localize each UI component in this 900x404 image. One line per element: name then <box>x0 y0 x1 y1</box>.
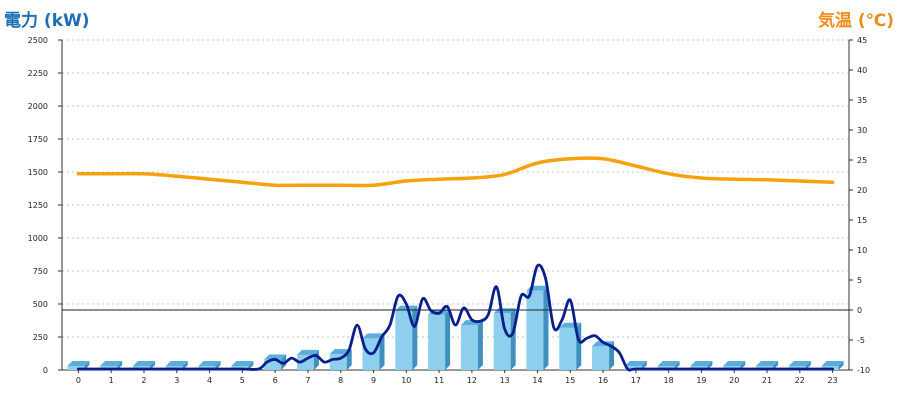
right-axis-title: 気温 (℃) <box>817 11 894 31</box>
left-tick-label: 250 <box>33 333 48 342</box>
power-line <box>76 263 835 372</box>
bar-top <box>723 361 746 366</box>
right-tick-label: 10 <box>857 246 867 255</box>
left-axis-title: 電力 (kW) <box>4 11 90 31</box>
x-tick-label: 9 <box>371 376 376 385</box>
bar-side <box>379 333 385 370</box>
x-tick-label: 1 <box>109 376 114 385</box>
right-tick-label: 30 <box>857 126 867 135</box>
x-tick-label: 17 <box>631 376 641 385</box>
right-tick-label: 45 <box>857 36 867 45</box>
x-tick-label: 6 <box>273 376 278 385</box>
x-tick-label: 8 <box>338 376 343 385</box>
right-tick-label: 5 <box>857 276 862 285</box>
bar-top <box>362 333 385 339</box>
x-tick-label: 20 <box>729 376 739 385</box>
x-tick-label: 12 <box>467 376 477 385</box>
right-tick-label: -10 <box>857 366 870 375</box>
x-tick-label: 22 <box>795 376 805 385</box>
bar-top <box>395 305 418 311</box>
x-tick-label: 3 <box>174 376 179 385</box>
left-tick-label: 2500 <box>28 36 48 45</box>
bar <box>395 310 413 370</box>
bar-top <box>198 361 221 366</box>
x-tick-label: 5 <box>240 376 245 385</box>
x-tick-label: 15 <box>565 376 575 385</box>
bar-top <box>657 361 680 366</box>
bar-side <box>838 361 844 370</box>
x-tick-label: 0 <box>76 376 81 385</box>
right-tick-label: -5 <box>857 336 865 345</box>
right-tick-label: 35 <box>857 96 867 105</box>
x-tick-label: 4 <box>207 376 212 385</box>
temperature-line <box>76 156 835 188</box>
left-tick-label: 1250 <box>28 201 48 210</box>
bar-side <box>510 308 516 370</box>
x-tick-label: 18 <box>664 376 674 385</box>
x-tick-label: 13 <box>500 376 510 385</box>
right-tick-label: 25 <box>857 156 867 165</box>
bar-top <box>264 354 287 360</box>
bar-side <box>412 305 418 370</box>
left-tick-label: 500 <box>33 300 48 309</box>
bar-side <box>445 309 451 370</box>
bar-top <box>756 361 779 366</box>
bar-top <box>100 361 123 366</box>
right-tick-label: 20 <box>857 186 867 195</box>
bar-side <box>346 349 352 370</box>
bar-side <box>543 285 549 370</box>
bar <box>592 346 610 370</box>
bar-side <box>477 320 483 370</box>
bar <box>460 325 478 370</box>
x-tick-label: 2 <box>141 376 146 385</box>
left-tick-label: 2250 <box>28 69 48 78</box>
left-tick-label: 750 <box>33 267 48 276</box>
left-tick-label: 2000 <box>28 102 48 111</box>
x-tick-label: 10 <box>401 376 411 385</box>
left-tick-label: 1750 <box>28 135 48 144</box>
x-tick-label: 14 <box>532 376 542 385</box>
x-tick-label: 11 <box>434 376 444 385</box>
bar-top <box>165 361 188 366</box>
right-tick-label: 15 <box>857 216 867 225</box>
x-tick-label: 23 <box>828 376 838 385</box>
bar <box>428 314 446 370</box>
left-tick-label: 1500 <box>28 168 48 177</box>
bar <box>526 290 544 370</box>
bar-top <box>624 361 647 366</box>
x-tick-label: 19 <box>696 376 706 385</box>
right-tick-label: 40 <box>857 66 867 75</box>
bar-top <box>821 361 844 366</box>
bar-top <box>296 349 319 355</box>
bar-top <box>690 361 713 366</box>
left-tick-label: 0 <box>43 366 48 375</box>
bar-top <box>67 361 90 366</box>
bar <box>67 366 85 370</box>
x-tick-label: 16 <box>598 376 608 385</box>
right-tick-label: 0 <box>857 306 862 315</box>
bar-top <box>788 361 811 366</box>
bar <box>493 313 511 370</box>
bar <box>264 359 282 370</box>
x-tick-label: 21 <box>762 376 772 385</box>
bar-top <box>493 308 516 314</box>
bar-top <box>231 361 254 366</box>
bar-side <box>248 361 254 370</box>
x-tick-label: 7 <box>305 376 310 385</box>
left-tick-label: 1000 <box>28 234 48 243</box>
bar-top <box>132 361 155 366</box>
bar <box>559 327 577 370</box>
